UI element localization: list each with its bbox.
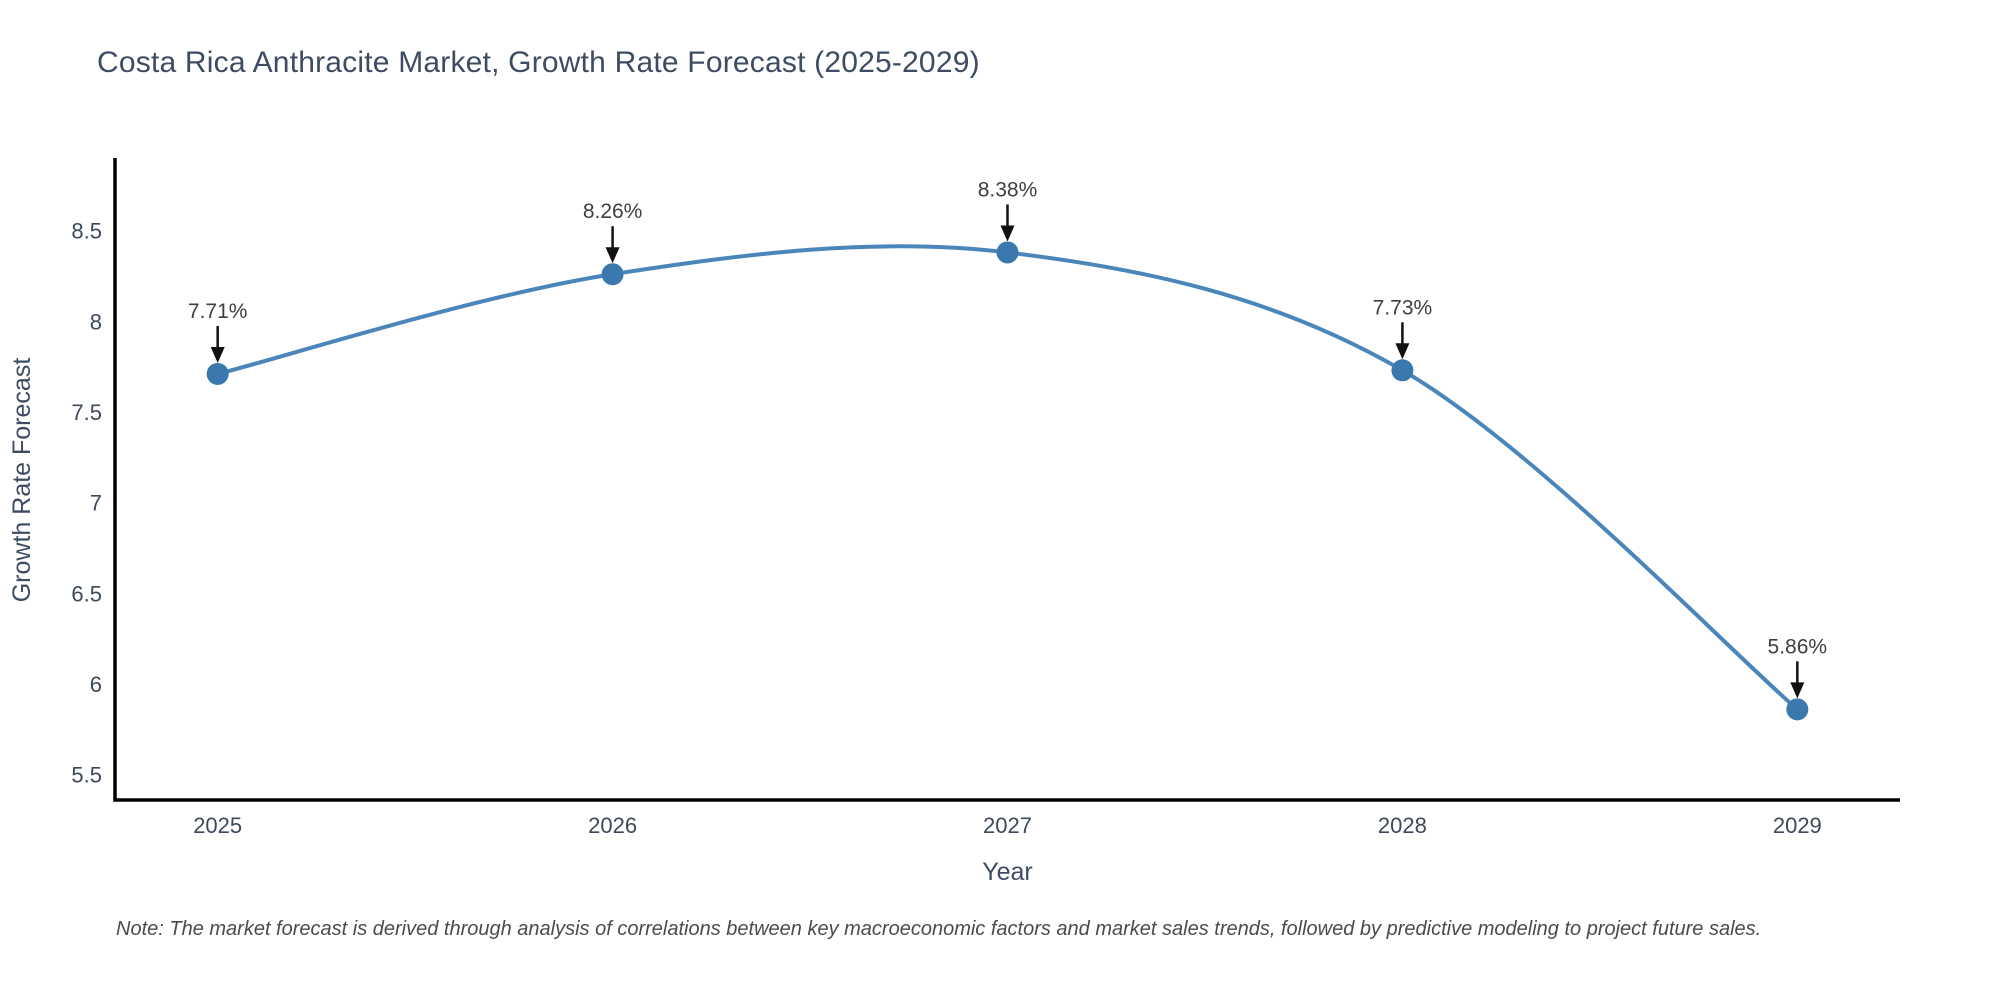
y-tick-label: 6.5 [71, 581, 102, 606]
x-tick-label: 2026 [588, 813, 637, 838]
y-tick-label: 7.5 [71, 400, 102, 425]
x-tick-label: 2029 [1773, 813, 1822, 838]
footnote: Note: The market forecast is derived thr… [116, 918, 1762, 940]
data-point-label: 8.26% [583, 200, 643, 223]
annotation-arrow-head [210, 346, 225, 363]
x-tick-label: 2025 [193, 813, 242, 838]
data-point-marker [996, 241, 1019, 264]
y-axis-title: Growth Rate Forecast [8, 358, 36, 603]
data-point-marker [601, 263, 624, 286]
data-point-marker [1786, 698, 1809, 721]
annotation-arrow-head [1790, 682, 1805, 699]
x-axis-title: Year [982, 858, 1033, 886]
y-tick-label: 7 [90, 491, 102, 516]
data-point-label: 7.73% [1373, 296, 1433, 319]
data-point-label: 7.71% [188, 300, 248, 323]
annotation-arrow-head [1395, 343, 1410, 360]
data-point-label: 5.86% [1768, 635, 1828, 658]
annotation-arrow-head [605, 247, 620, 264]
data-point-label: 8.38% [978, 178, 1038, 201]
y-tick-label: 8 [90, 309, 102, 334]
x-tick-label: 2027 [983, 813, 1032, 838]
x-tick-label: 2028 [1378, 813, 1427, 838]
annotation-arrow-head [1000, 225, 1015, 242]
trend-curve [215, 244, 1800, 712]
y-tick-label: 8.5 [71, 219, 102, 244]
data-point-marker [206, 362, 229, 385]
chart-title: Costa Rica Anthracite Market, Growth Rat… [97, 46, 980, 79]
data-point-marker [1391, 359, 1414, 382]
y-tick-label: 5.5 [71, 763, 102, 788]
axis-lines [113, 158, 1900, 802]
y-tick-label: 6 [90, 672, 102, 697]
